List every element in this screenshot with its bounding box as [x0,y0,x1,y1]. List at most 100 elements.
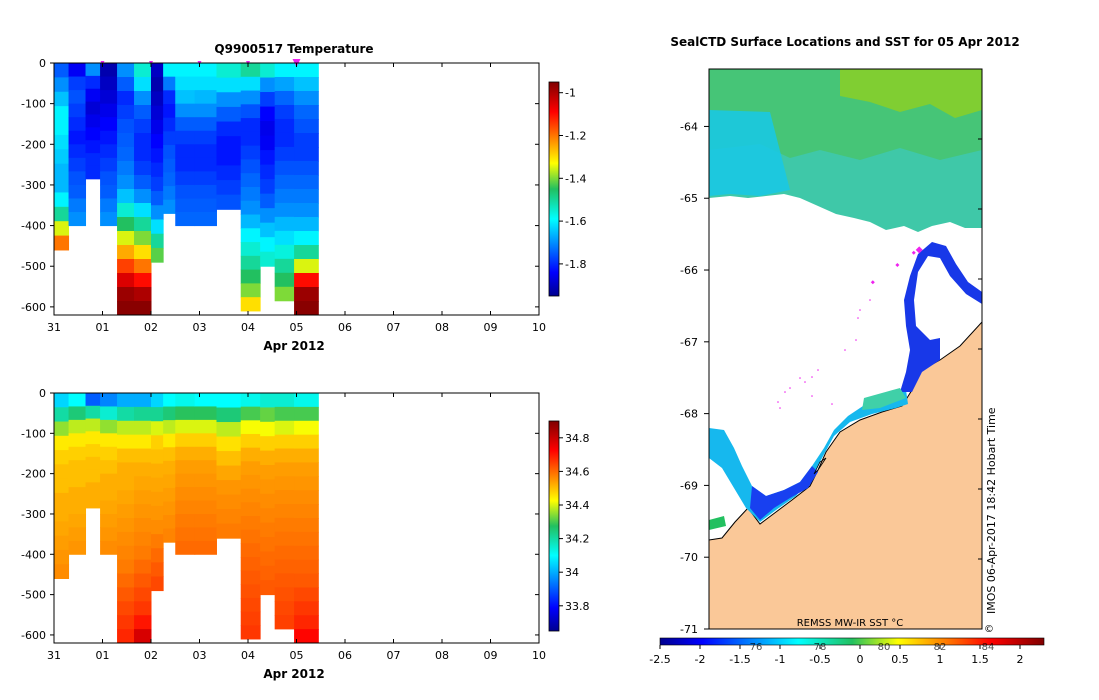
profile-0-cell [54,192,70,208]
profile-8-cell [175,473,196,488]
profile-6-cell [151,247,164,263]
profile-0-cell [54,134,70,150]
profile-11-cell [240,173,261,188]
x-tick-label: 10 [532,321,546,334]
profile-10-cell [216,194,242,210]
colorbar-tick-label: -1.4 [565,172,586,185]
profile-0-cell [54,91,70,107]
profile-5-cell [134,91,152,106]
profile-9-cell [194,198,217,213]
profile-3-cell [100,117,118,132]
colorbar-tick-label: -1.2 [565,130,586,143]
profile-6-cell [151,219,164,235]
profile-14-cell [294,476,319,491]
profile-8-cell [175,446,196,461]
profile-13-cell [274,63,295,78]
profile-4-cell [117,105,135,120]
lat-tick-label: -64 [680,120,698,133]
profile-5-cell [134,629,152,644]
profile-11-cell [240,297,261,312]
profile-5-cell [134,434,152,450]
profile-12-cell [260,193,276,209]
profile-12-cell [260,106,276,122]
profile-4-cell [117,203,135,218]
profile-13-cell [274,160,295,176]
profile-1-cell [68,419,87,434]
sst-colorbar-tick-label: -0.5 [809,653,830,666]
x-tick-label: 01 [96,321,110,334]
profile-0-cell [54,393,70,408]
profile-11-cell [240,543,261,558]
profile-14-cell [294,91,319,106]
profile-11-cell [240,570,261,585]
profile-12-cell [260,537,276,552]
profile-1-cell [68,460,87,475]
profile-5-cell [134,420,152,436]
profile-6-cell [151,91,164,107]
y-tick-label: -600 [21,301,46,314]
profile-4-cell [117,559,135,575]
profile-0-cell [54,464,70,480]
profile-5-cell [134,119,152,134]
profile-7-cell [163,515,176,530]
profile-13-cell [274,517,295,533]
profile-0-cell [54,63,70,78]
profile-14-cell [294,147,319,162]
profile-4-cell [117,518,135,533]
colorbar-tick-label: 34.8 [565,432,590,445]
temperature-colorbar-ticks: -1 -1.2 -1.4 -1.6 -1.8 [559,87,586,271]
profile-3-cell [100,473,118,488]
x-tick-label: 09 [484,321,498,334]
profile-9-cell [194,184,217,199]
profile-9-cell [194,393,217,407]
sst-colorbar-ticks: -2.5 -2 -1.5 -1 -0.5 0 0.5 1 1.5 2 [649,645,1024,666]
x-tick-label: 02 [144,649,158,662]
profile-13-cell [274,601,295,616]
profile-10-cell [216,509,242,525]
profile-4-cell [117,259,135,274]
x-tick-label: 31 [47,321,61,334]
profile-6-cell [151,491,164,507]
profile-5-cell [134,133,152,148]
profile-13-cell [274,104,295,120]
profile-4-cell [117,587,135,602]
profile-1-cell [68,500,87,515]
profile-14-cell [294,245,319,260]
x-tick-label: 10 [532,649,546,662]
profile-3-cell [100,184,118,199]
profile-6-cell [151,191,164,206]
profile-14-cell [294,393,319,408]
profile-5-cell [134,175,152,190]
profile-6-cell [151,407,164,422]
profile-7-cell [163,393,176,408]
profile-3-cell [100,157,118,172]
profile-9-cell [194,500,217,515]
profile-7-cell [163,460,176,475]
profile-4-cell [117,63,135,78]
lat-tick-label: -66 [680,264,698,277]
profile-9-cell [194,513,217,528]
profile-11-cell [240,255,261,271]
profile-1-cell [68,406,87,421]
profile-1-cell [68,446,87,461]
profile-0-cell [54,492,70,508]
profile-0-cell [54,77,70,93]
profile-11-cell [240,625,261,640]
seal-track-dot [817,369,819,371]
profile-2-cell [85,127,101,141]
profile-0-cell [54,106,70,122]
profile-3-cell [100,76,118,91]
profile-4-cell [117,91,135,106]
profile-9-cell [194,446,217,461]
profile-14-cell [294,531,319,547]
profile-0-cell [54,507,70,522]
profile-6-cell [151,119,164,135]
profile-14-cell [294,601,319,616]
seal-track-dot [859,309,861,311]
profile-4-cell [117,531,135,547]
profile-14-cell [294,490,319,505]
sst-colorbar-faint-label: 80 [878,642,891,653]
seal-track-dot [789,387,791,389]
profile-13-cell [274,587,295,602]
profile-8-cell [175,540,196,555]
